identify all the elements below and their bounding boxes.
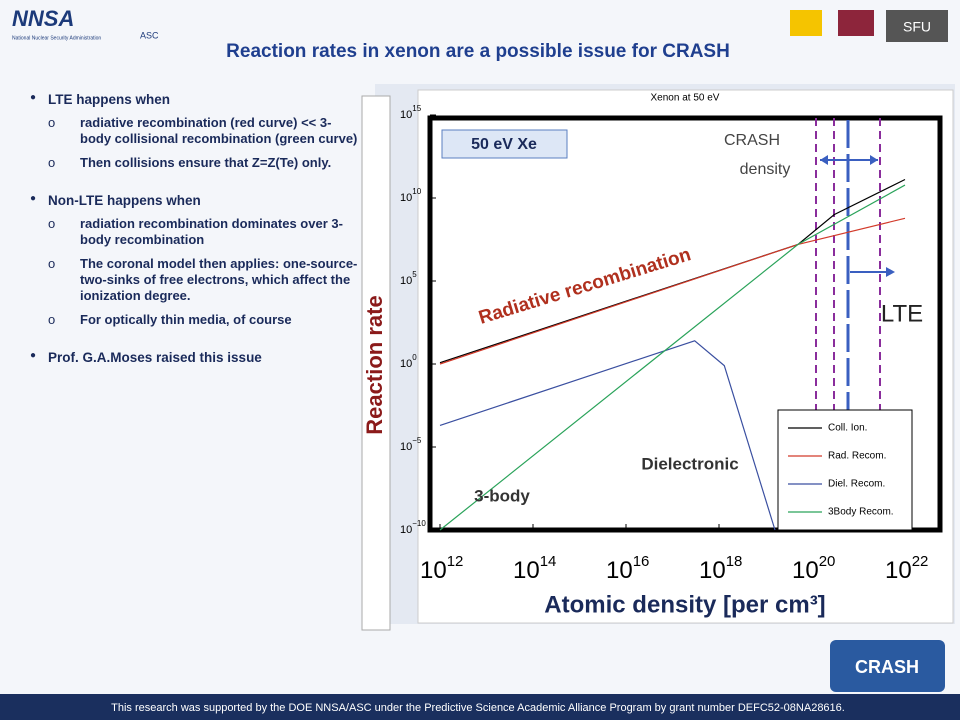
y-tick-label: 1010: [400, 187, 422, 204]
sub-bullet: For optically thin media, of course: [48, 312, 360, 328]
bullet: Non-LTE happens when radiation recombinat…: [30, 193, 360, 328]
series-line: [439, 340, 776, 531]
x-tick-label: 1020: [792, 553, 835, 584]
y-tick-label: 10−5: [400, 436, 422, 453]
x-tick-label: 1022: [885, 553, 928, 584]
asc-logo: ASC: [140, 30, 159, 40]
y-tick-label: 105: [400, 270, 417, 287]
plot-title: Xenon at 50 eV: [651, 93, 720, 104]
y-tick-exponent: 15: [412, 104, 421, 113]
y-tick-base: 10: [400, 358, 412, 370]
x-tick-label: 1016: [606, 553, 649, 584]
x-tick-exponent: 22: [912, 553, 929, 570]
plot-frame: [427, 115, 943, 533]
sfu-logo: SFU: [903, 19, 931, 35]
slide-title: Reaction rates in xenon are a possible i…: [226, 41, 730, 62]
michigan-logo: [790, 10, 822, 36]
tamu-logo: [838, 10, 874, 36]
annotation: LTE: [881, 300, 923, 327]
y-tick-base: 10: [400, 109, 412, 121]
x-tick-label: 1018: [699, 553, 742, 584]
bullet: Prof. G.A.Moses raised this issue: [30, 350, 360, 365]
series-line: [439, 178, 906, 364]
y-tick-label: 10−10: [400, 519, 426, 536]
footer-band: [0, 694, 960, 720]
annotation: 50 eV Xe: [471, 136, 537, 153]
nnsa-subtitle: National Nuclear Security Administration: [12, 35, 101, 41]
x-axis-label: Atomic density [per cm³]: [544, 591, 825, 618]
crash-logo-box: [830, 640, 945, 692]
annotation: Dielectronic: [641, 454, 738, 473]
sub-bullet: The coronal model then applies: one-sour…: [48, 256, 360, 304]
y-tick-base: 10: [400, 441, 412, 453]
arrow-head: [886, 267, 895, 277]
sub-bullet: Then collisions ensure that Z=Z(Te) only…: [48, 155, 360, 171]
y-tick-exponent: −5: [412, 436, 422, 445]
y-tick-label: 100: [400, 353, 417, 370]
legend-label: 3Body Recom.: [828, 507, 894, 518]
x-tick-exponent: 18: [726, 553, 743, 570]
crash-logo: CRASH: [855, 657, 919, 677]
y-tick-exponent: 10: [412, 187, 421, 196]
annotation-box: [441, 129, 568, 159]
legend-label: Diel. Recom.: [828, 479, 885, 490]
x-tick-exponent: 20: [819, 553, 836, 570]
bullet-text: Non-LTE happens when: [48, 193, 201, 208]
legend-label: Coll. Ion.: [828, 423, 867, 434]
sfu-logo-box: [886, 10, 948, 42]
x-tick-exponent: 12: [447, 553, 464, 570]
y-axis-label: Reaction rate: [362, 295, 387, 434]
x-tick-base: 10: [885, 557, 912, 584]
x-tick-base: 10: [420, 557, 447, 584]
y-tick-base: 10: [400, 275, 412, 287]
x-tick-base: 10: [699, 557, 726, 584]
legend-box: [777, 409, 913, 531]
y-tick-base: 10: [400, 524, 412, 536]
ylabel-box: [361, 95, 391, 631]
x-tick-label: 1012: [420, 553, 463, 584]
bullet-text: LTE happens when: [48, 92, 171, 107]
footer-text: This research was supported by the DOE N…: [111, 702, 845, 714]
legend-label: Rad. Recom.: [828, 451, 886, 462]
annotation: CRASH: [724, 132, 780, 149]
y-tick-label: 1015: [400, 104, 422, 121]
x-tick-exponent: 14: [540, 553, 557, 570]
series-line: [439, 184, 906, 531]
nnsa-logo: NNSA: [12, 6, 74, 31]
bullet-list: LTE happens when radiative recombination …: [30, 92, 360, 387]
x-tick-base: 10: [513, 557, 540, 584]
y-tick-base: 10: [400, 192, 412, 204]
x-tick-base: 10: [606, 557, 633, 584]
x-tick-label: 1014: [513, 553, 556, 584]
bullet: LTE happens when radiative recombination …: [30, 92, 360, 171]
annotation: 3-body: [474, 486, 530, 505]
x-tick-exponent: 16: [633, 553, 650, 570]
y-tick-exponent: 0: [412, 353, 417, 362]
sub-bullet: radiation recombination dominates over 3…: [48, 216, 360, 248]
sub-bullet: radiative recombination (red curve) << 3…: [48, 115, 360, 147]
bullet-text: Prof. G.A.Moses raised this issue: [48, 350, 262, 365]
y-tick-exponent: 5: [412, 270, 417, 279]
x-tick-base: 10: [792, 557, 819, 584]
y-tick-exponent: −10: [412, 519, 426, 528]
annotation: density: [740, 161, 791, 178]
chart-panel: [417, 89, 954, 624]
